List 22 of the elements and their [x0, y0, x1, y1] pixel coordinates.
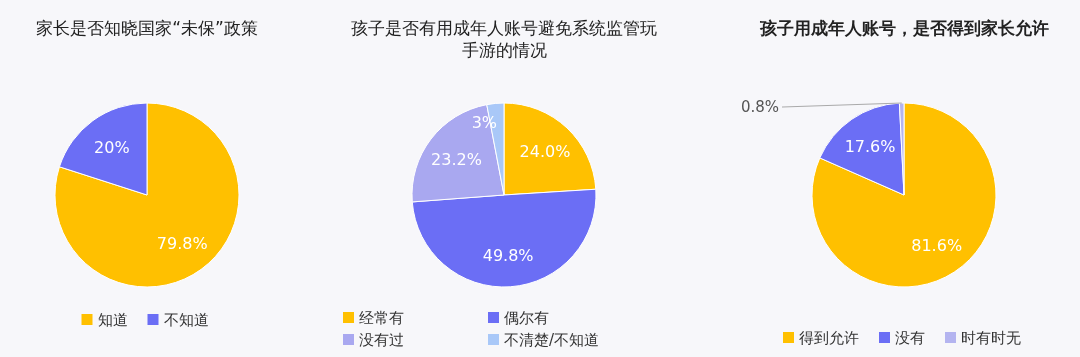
legend-label: 得到允许	[799, 329, 859, 347]
data-label: 17.6%	[844, 136, 896, 156]
data-label: 20%	[94, 137, 130, 157]
data-label: 0.8%	[740, 98, 779, 117]
legend-label: 没有	[895, 329, 925, 347]
pie-slice	[54, 102, 240, 288]
legend-label: 经常有	[359, 309, 404, 327]
data-label: 23.2%	[431, 149, 482, 169]
legend-label: 偶尔有	[504, 309, 549, 327]
data-label: 49.8%	[482, 245, 534, 265]
legend-label: 知道	[97, 311, 128, 329]
chart-title: 家长是否知晓国家“未保”政策	[36, 18, 258, 38]
data-label: 81.6%	[911, 236, 963, 256]
legend-label: 不清楚/不知道	[504, 331, 600, 349]
legend-label: 不知道	[163, 311, 209, 329]
data-label: 24.0%	[519, 142, 571, 162]
chart-title: 孩子是否有用成年人账号避免系统监管玩手游的情况	[351, 18, 657, 60]
pie-slice	[811, 102, 997, 288]
legend-label: 时有时无	[961, 329, 1021, 347]
legend-label: 没有过	[359, 331, 404, 349]
chart-title: 孩子用成年人账号，是否得到家长允许	[758, 18, 1049, 38]
data-label: 79.8%	[156, 234, 208, 254]
